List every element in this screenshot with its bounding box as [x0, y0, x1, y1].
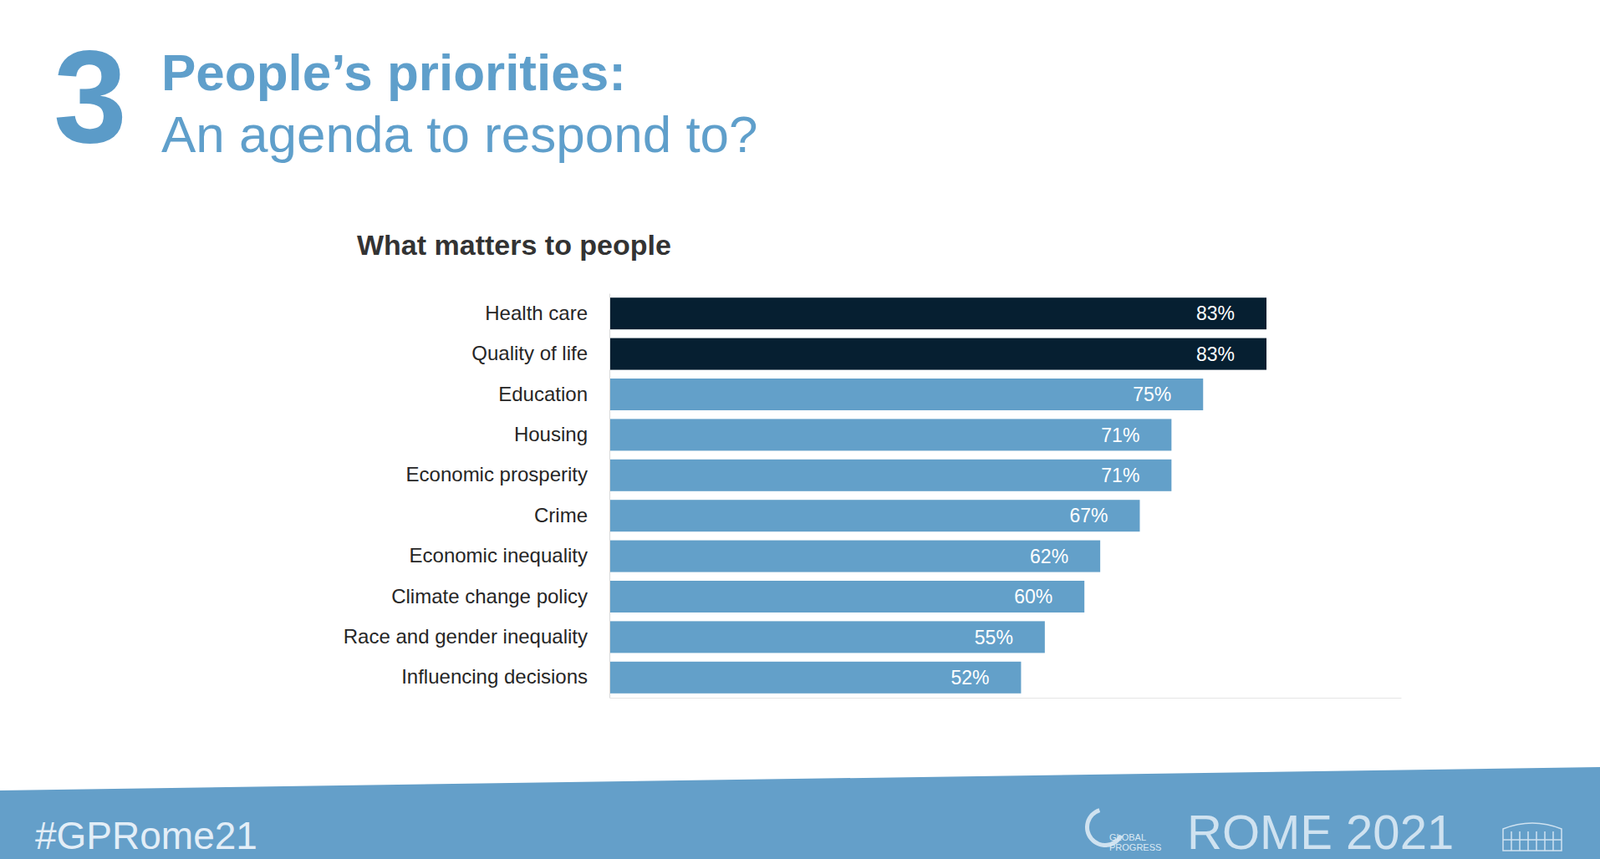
y-tick-label: Crime — [534, 504, 588, 527]
data-label: 55% — [974, 626, 1014, 649]
data-label: 75% — [1132, 383, 1172, 406]
y-tick-label: Education — [498, 382, 588, 406]
data-label: 62% — [1029, 545, 1069, 568]
y-tick: Education — [498, 382, 610, 406]
y-tick: Climate change policy — [391, 585, 610, 608]
y-tick: Housing — [514, 422, 610, 446]
bar — [609, 540, 1101, 573]
data-label: 71% — [1100, 424, 1140, 447]
logo-text: GLOBAL — [1109, 832, 1147, 843]
y-tick-label: Race and gender inequality — [343, 625, 588, 648]
y-tick: Race and gender inequality — [343, 625, 610, 648]
y-tick: Economic prosperity — [406, 463, 610, 486]
data-label: 67% — [1069, 504, 1108, 527]
bar — [609, 621, 1045, 653]
data-label: 52% — [950, 667, 989, 689]
y-tick-label: Climate change policy — [391, 585, 588, 608]
icon-line — [1552, 831, 1555, 851]
bar — [609, 459, 1172, 492]
y-tick-label: Economic prosperity — [406, 463, 588, 486]
bar — [609, 662, 1021, 694]
icon-line — [1535, 831, 1538, 851]
icon-line — [1518, 831, 1521, 851]
y-axis-line — [609, 294, 611, 699]
y-tick: Crime — [534, 504, 610, 527]
footer-band — [0, 767, 1600, 859]
hashtag: #GPRome21 — [35, 814, 258, 858]
subheading: An agenda to respond to? — [161, 105, 759, 164]
bar — [609, 338, 1267, 371]
slide: 3 People’s priorities:An agenda to respon… — [0, 0, 1600, 859]
icon-outline — [1503, 823, 1562, 851]
icon-line — [1510, 831, 1513, 851]
data-labels: 83% 83% 75% 71% 71% 67%62% 60%55% 52% — [950, 302, 1235, 689]
y-tick: Influencing decisions — [401, 665, 610, 688]
x-axis-line — [610, 698, 1402, 699]
y-tick-label: Health care — [484, 301, 588, 325]
heading: People’s priorities: — [161, 43, 627, 102]
icon-line — [1543, 831, 1546, 851]
data-label: 71% — [1100, 464, 1140, 487]
event-name: ROME 2021 — [1187, 805, 1454, 859]
y-axis: Health care Quality of life Education Housi… — [343, 294, 611, 699]
data-label: 83% — [1196, 302, 1235, 325]
bars — [609, 297, 1267, 694]
y-tick-label: Economic inequality — [409, 544, 588, 567]
logo-text: PROGRESS — [1109, 842, 1162, 853]
bar — [609, 418, 1172, 451]
y-tick: Health care — [484, 301, 610, 325]
y-tick-label: Housing — [514, 422, 588, 446]
chart-title: What matters to people — [356, 229, 672, 261]
bar — [609, 378, 1203, 411]
bar — [609, 580, 1085, 613]
slide-number: 3 — [53, 22, 128, 170]
colosseum-icon — [1503, 823, 1562, 851]
icon-line — [1527, 831, 1529, 851]
bar — [609, 297, 1267, 330]
x-axis — [610, 698, 1402, 699]
bar — [609, 499, 1140, 532]
data-label: 60% — [1014, 585, 1053, 608]
y-tick: Quality of life — [471, 341, 610, 365]
y-tick-label: Influencing decisions — [401, 665, 588, 688]
y-tick-label: Quality of life — [471, 341, 588, 365]
y-tick: Economic inequality — [409, 544, 610, 567]
data-label: 83% — [1196, 343, 1235, 366]
